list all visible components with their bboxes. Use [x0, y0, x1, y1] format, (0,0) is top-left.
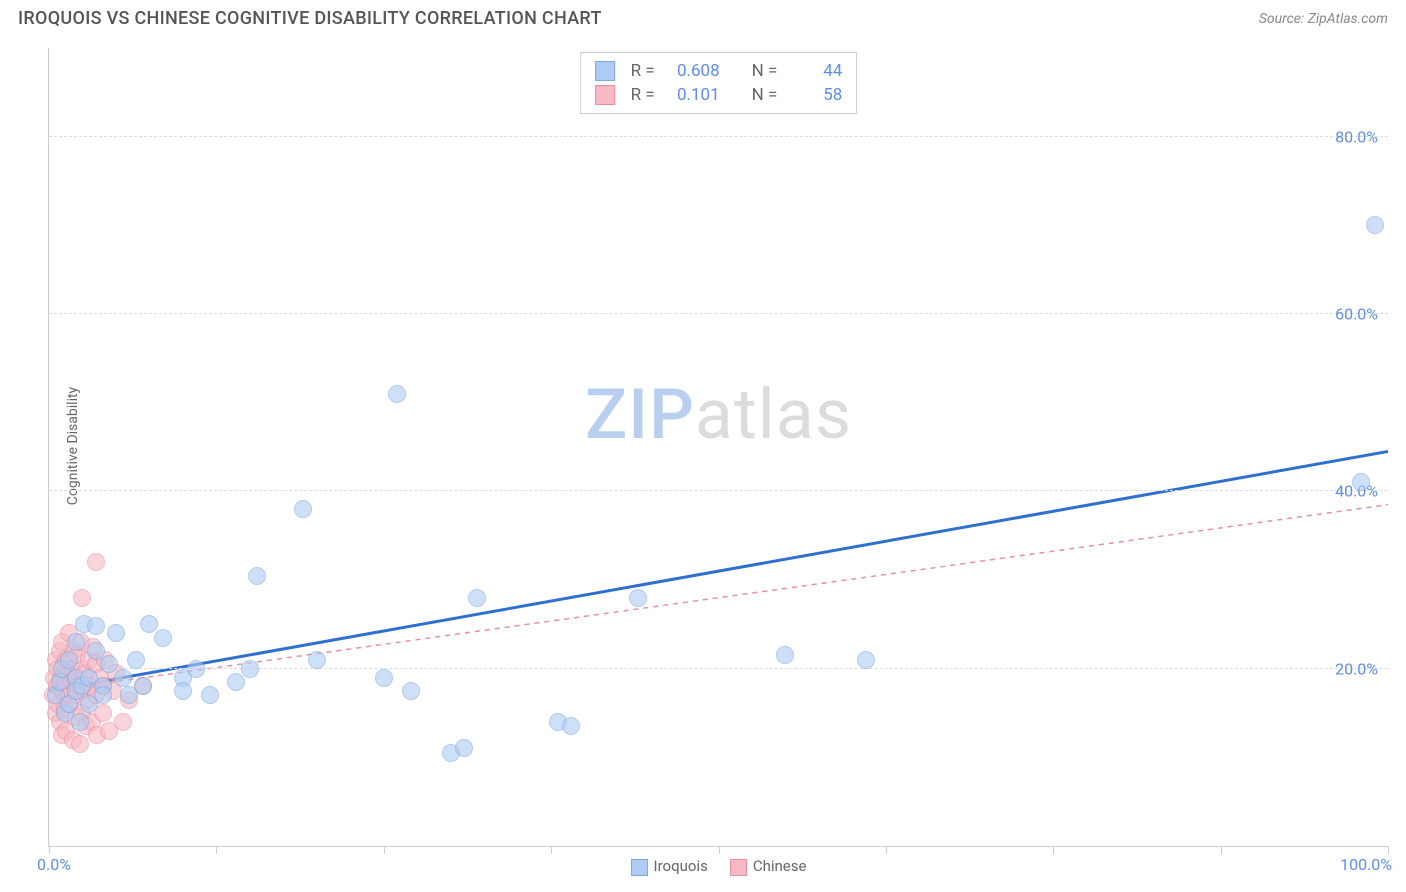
watermark: ZIPatlas: [585, 374, 852, 456]
legend-item-iroquois: Iroquois: [631, 857, 708, 876]
data-point-iroquois: [60, 651, 78, 669]
stats-legend: R = 0.608 N = 44 R = 0.101 N = 58: [580, 52, 858, 114]
data-point-iroquois: [468, 589, 486, 607]
legend-item-chinese: Chinese: [730, 857, 807, 876]
data-point-iroquois: [562, 717, 580, 735]
data-point-iroquois: [375, 669, 393, 687]
data-point-iroquois: [241, 660, 259, 678]
y-tick-label: 80.0%: [1335, 127, 1378, 146]
chart-title: IROQUOIS VS CHINESE COGNITIVE DISABILITY…: [18, 8, 602, 29]
x-tick: [1388, 846, 1389, 854]
r-value-iroquois: 0.608: [665, 61, 720, 81]
data-point-chinese: [73, 589, 91, 607]
n-label: N =: [752, 85, 778, 105]
x-tick: [384, 846, 385, 854]
n-value-iroquois: 44: [787, 61, 842, 81]
data-point-iroquois: [71, 713, 89, 731]
source-label: Source: ZipAtlas.com: [1259, 11, 1388, 27]
trend-lines: [49, 48, 1388, 846]
data-point-iroquois: [227, 673, 245, 691]
gridline-h: [49, 136, 1388, 137]
stats-row-iroquois: R = 0.608 N = 44: [595, 59, 843, 83]
data-point-iroquois: [629, 589, 647, 607]
x-tick: [49, 846, 50, 854]
x-tick: [1053, 846, 1054, 854]
r-label: R =: [631, 61, 655, 81]
data-point-iroquois: [294, 500, 312, 518]
x-tick: [216, 846, 217, 854]
legend-label-iroquois: Iroquois: [654, 857, 708, 875]
data-point-chinese: [71, 735, 89, 753]
data-point-iroquois: [388, 385, 406, 403]
watermark-zip: ZIP: [585, 374, 695, 456]
data-point-chinese: [87, 553, 105, 571]
y-tick-label: 60.0%: [1335, 305, 1378, 324]
r-value-chinese: 0.101: [665, 85, 720, 105]
swatch-iroquois: [631, 859, 648, 876]
stats-row-chinese: R = 0.101 N = 58: [595, 83, 843, 107]
chart-plot-area: ZIPatlas R = 0.608 N = 44 R = 0.101 N = …: [48, 48, 1388, 847]
x-tick: [886, 846, 887, 854]
x-tick: [551, 846, 552, 854]
gridline-h: [49, 490, 1388, 491]
data-point-iroquois: [455, 739, 473, 757]
data-point-iroquois: [187, 660, 205, 678]
y-tick-label: 20.0%: [1335, 659, 1378, 678]
data-point-iroquois: [134, 677, 152, 695]
watermark-atlas: atlas: [695, 374, 852, 456]
x-tick: [719, 846, 720, 854]
data-point-iroquois: [174, 682, 192, 700]
x-tick: [1221, 846, 1222, 854]
x-axis-start: 0.0%: [37, 855, 71, 874]
legend-label-chinese: Chinese: [753, 857, 807, 875]
data-point-iroquois: [308, 651, 326, 669]
data-point-iroquois: [776, 646, 794, 664]
data-point-iroquois: [402, 682, 420, 700]
data-point-iroquois: [1366, 216, 1384, 234]
data-point-iroquois: [94, 686, 112, 704]
data-point-iroquois: [1352, 473, 1370, 491]
n-value-chinese: 58: [787, 85, 842, 105]
data-point-iroquois: [154, 629, 172, 647]
r-label: R =: [631, 85, 655, 105]
data-point-chinese: [114, 713, 132, 731]
n-label: N =: [752, 61, 778, 81]
swatch-iroquois: [595, 61, 615, 81]
data-point-iroquois: [67, 633, 85, 651]
data-point-iroquois: [857, 651, 875, 669]
data-point-iroquois: [248, 567, 266, 585]
data-point-iroquois: [87, 617, 105, 635]
swatch-chinese: [595, 85, 615, 105]
data-point-iroquois: [114, 669, 132, 687]
data-point-iroquois: [107, 624, 125, 642]
series-legend: Iroquois Chinese: [631, 857, 807, 876]
data-point-iroquois: [201, 686, 219, 704]
x-axis-end: 100.0%: [1340, 855, 1392, 874]
data-point-iroquois: [127, 651, 145, 669]
swatch-chinese: [730, 859, 747, 876]
gridline-h: [49, 313, 1388, 314]
